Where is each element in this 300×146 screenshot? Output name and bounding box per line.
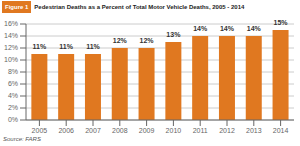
svg-text:12%: 12% (113, 37, 128, 44)
svg-text:2007: 2007 (85, 127, 101, 134)
svg-text:6%: 6% (8, 80, 18, 87)
svg-text:0%: 0% (8, 116, 18, 123)
svg-text:2008: 2008 (112, 127, 128, 134)
svg-text:2012: 2012 (219, 127, 235, 134)
svg-text:16%: 16% (8, 20, 18, 27)
svg-text:2009: 2009 (139, 127, 155, 134)
svg-text:2011: 2011 (193, 127, 208, 134)
svg-text:2010: 2010 (166, 127, 182, 134)
svg-text:14%: 14% (247, 25, 262, 32)
svg-text:12%: 12% (140, 37, 155, 44)
svg-text:10%: 10% (8, 56, 18, 63)
svg-text:11%: 11% (59, 43, 73, 50)
svg-text:2006: 2006 (58, 127, 74, 134)
svg-text:14%: 14% (220, 25, 235, 32)
svg-text:11%: 11% (33, 43, 47, 50)
svg-text:15%: 15% (274, 19, 289, 26)
svg-text:2014: 2014 (273, 127, 289, 134)
svg-text:2005: 2005 (32, 127, 48, 134)
svg-text:14%: 14% (193, 25, 208, 32)
svg-text:13%: 13% (166, 31, 181, 38)
svg-text:2%: 2% (8, 104, 18, 111)
svg-text:12%: 12% (8, 44, 18, 51)
html-text:Figure 1: Figure 1 (5, 4, 29, 10)
svg-text:4%: 4% (8, 92, 18, 99)
html-text:Pedestrian Deaths as a Percent: Pedestrian Deaths as a Percent of Total … (34, 4, 245, 10)
svg-text:14%: 14% (8, 32, 18, 39)
svg-text:2013: 2013 (246, 127, 262, 134)
svg-text:8%: 8% (8, 68, 18, 75)
html-text:Source: FARS: Source: FARS (3, 136, 41, 142)
svg-text:11%: 11% (86, 43, 100, 50)
